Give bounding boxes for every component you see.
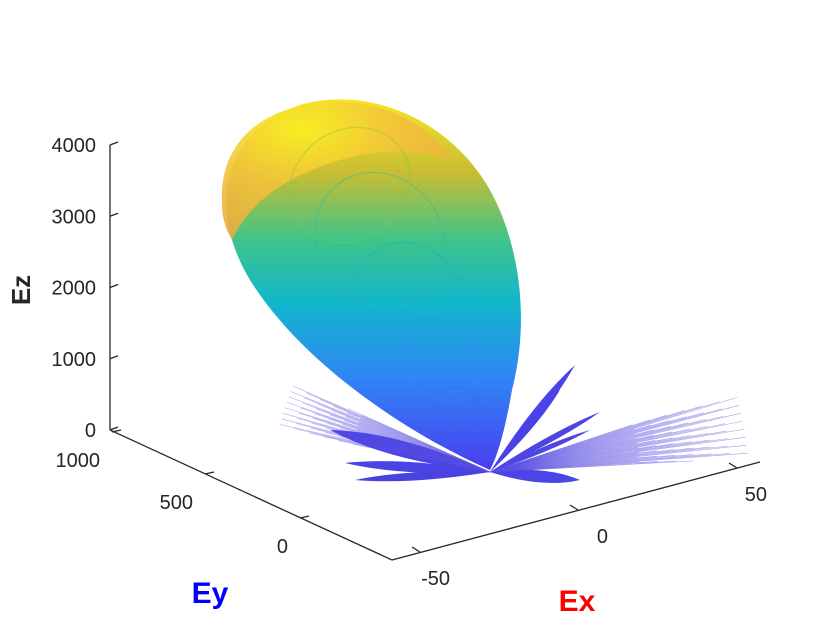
side-lobe-streak — [489, 460, 694, 473]
x-tick-label: 50 — [745, 484, 767, 506]
x-tick-mark — [411, 546, 421, 553]
y-tick-mark — [204, 471, 215, 475]
y-ticks: 0 500 1000 — [56, 429, 310, 558]
main-lobe-cap — [221, 101, 452, 241]
lobe-ring — [438, 386, 482, 434]
y-tick-label: 500 — [160, 492, 193, 514]
z-tick-label: 4000 — [52, 135, 97, 157]
z-tick-mark — [109, 355, 119, 360]
y-tick-label: 1000 — [56, 450, 101, 472]
side-lobe-streak — [348, 408, 491, 473]
x-ticks: -50 0 50 — [411, 462, 767, 590]
y-tick-label: 0 — [277, 536, 288, 558]
z-tick-label: 1000 — [52, 349, 97, 371]
side-lobe — [490, 412, 600, 472]
side-lobe — [490, 469, 580, 484]
z-tick-mark — [109, 283, 119, 289]
lobe-ring — [289, 126, 411, 244]
z-ticks: 0 1000 2000 3000 4000 — [52, 135, 119, 442]
x-tick-mark — [728, 462, 738, 469]
y-tick-mark — [299, 515, 310, 519]
z-tick-label: 2000 — [52, 278, 97, 300]
y-axis-label: Ey — [192, 577, 229, 610]
lobe-ring — [354, 241, 466, 359]
x-tick-label: -50 — [421, 568, 450, 590]
z-tick-mark — [109, 426, 119, 431]
z-tick-label: 3000 — [52, 206, 97, 228]
side-lobe — [490, 430, 590, 472]
x-axis-line — [391, 461, 761, 561]
z-tick-mark — [109, 212, 119, 217]
lobe-rings — [289, 126, 482, 434]
side-lobe — [490, 390, 560, 472]
y-tick-mark — [111, 429, 122, 433]
y-axis-line — [109, 429, 393, 561]
z-tick-mark — [109, 141, 119, 146]
z-axis-label: Ez — [6, 275, 36, 305]
lobe-ring — [400, 317, 480, 403]
x-tick-mark — [569, 504, 579, 511]
side-lobe — [355, 471, 490, 482]
x-tick-label: 0 — [597, 526, 608, 548]
main-lobe — [221, 99, 521, 470]
side-lobes — [280, 365, 748, 484]
side-lobe — [345, 461, 490, 474]
main-lobe-body — [226, 99, 521, 470]
lobe-ring — [314, 171, 446, 309]
z-tick-label: 0 — [85, 420, 96, 442]
x-axis-label: Ex — [559, 585, 596, 618]
